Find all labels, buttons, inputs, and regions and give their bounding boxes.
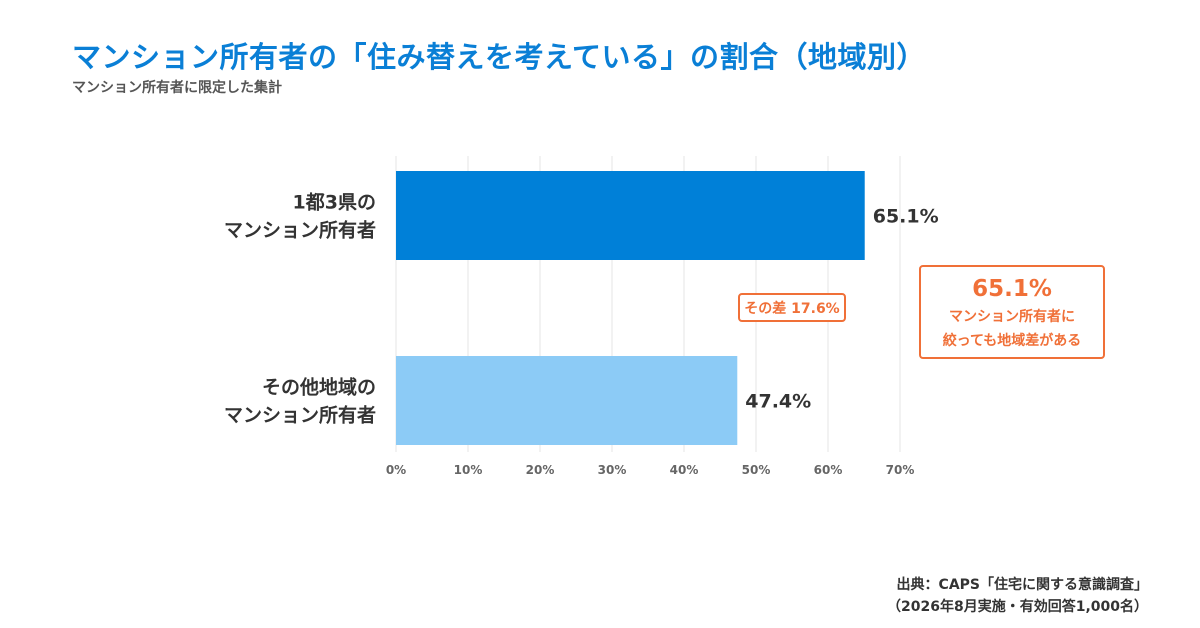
category-label: その他地域の [262,376,376,399]
x-tick-label: 40% [670,463,699,477]
bar [396,356,738,445]
callout-line-2: 絞っても地域差がある [942,333,1082,349]
source-line-1: 出典：CAPS「住宅に関する意識調査」 [896,577,1148,593]
category-label: マンション所有者 [224,219,376,242]
x-tick-label: 20% [526,463,555,477]
x-tick-label: 30% [598,463,627,477]
bar [396,171,865,260]
value-labels: 65.1% 47.4% [745,206,938,413]
value-label: 47.4% [745,391,811,413]
callout-line-1: マンション所有者に [949,309,1075,325]
x-tick-label: 0% [386,463,406,477]
category-label: 1都3県の [293,192,376,214]
x-tick-label: 70% [886,463,915,477]
x-tick-label: 50% [742,463,771,477]
category-label: マンション所有者 [224,404,376,427]
callout-value: 65.1% [972,276,1052,302]
source-note: 出典：CAPS「住宅に関する意識調査」 （2026年8月実施・有効回答1,000… [887,574,1148,618]
x-tick-label: 10% [454,463,483,477]
source-line-2: （2026年8月実施・有効回答1,000名） [887,599,1148,615]
x-tick-label: 60% [814,463,843,477]
difference-label: その差 17.6% [744,300,839,317]
difference-annotation: その差 17.6% [738,293,846,322]
value-label: 65.1% [873,206,939,228]
difference-box [738,293,846,322]
chart-subtitle: マンション所有者に限定した集計 [72,80,282,96]
callout-box: 65.1% マンション所有者に 絞っても地域差がある [919,265,1105,359]
bars [396,171,865,445]
x-tick-labels: 0% 10% 20% 30% 40% 50% 60% 70% [386,463,915,477]
chart-title: マンション所有者の「住み替えを考えている」の割合（地域別） [72,40,927,74]
